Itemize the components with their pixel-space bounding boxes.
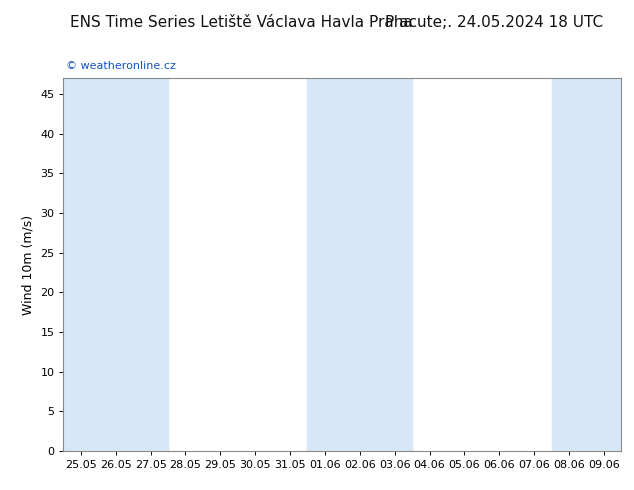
Y-axis label: Wind 10m (m/s): Wind 10m (m/s): [22, 215, 35, 315]
Bar: [307, 78, 412, 451]
Bar: [552, 78, 621, 451]
Text: ENS Time Series Letiště Václava Havla Praha: ENS Time Series Letiště Václava Havla Pr…: [70, 15, 412, 30]
Bar: [63, 78, 168, 451]
Text: P acute;. 24.05.2024 18 UTC: P acute;. 24.05.2024 18 UTC: [385, 15, 604, 30]
Text: © weatheronline.cz: © weatheronline.cz: [66, 61, 176, 71]
